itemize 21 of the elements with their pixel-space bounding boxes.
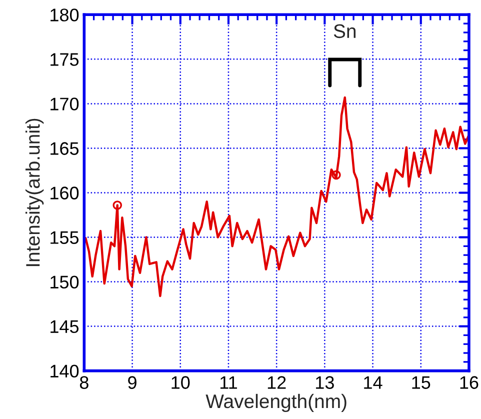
x-tick-label: 14 [364, 376, 382, 389]
x-tick-label: 16 [460, 376, 478, 389]
y-tick-label: 180 [50, 8, 79, 22]
x-axis-title: Wavelength(nm) [206, 394, 346, 412]
y-axis-title: Intensity(arb.unit) [26, 118, 44, 266]
x-tick-label: 12 [268, 376, 286, 389]
annotation: Sn [334, 24, 356, 38]
y-tick-label: 175 [50, 53, 79, 66]
x-tick-label: 8 [80, 376, 88, 389]
y-tick-label: 140 [50, 364, 79, 378]
x-tick-label: 11 [220, 376, 237, 389]
x-tick-label: 13 [316, 376, 334, 389]
y-tick-label: 155 [50, 231, 79, 244]
y-tick-label: 170 [50, 98, 79, 110]
y-tick-label: 150 [50, 276, 79, 288]
y-tick-label: 165 [50, 142, 79, 155]
y-tick-label: 145 [50, 320, 79, 334]
x-tick-label: 15 [412, 376, 430, 389]
y-tick-label: 160 [50, 186, 79, 200]
x-tick-label: 10 [172, 376, 190, 389]
x-tick-label: 9 [128, 376, 136, 389]
